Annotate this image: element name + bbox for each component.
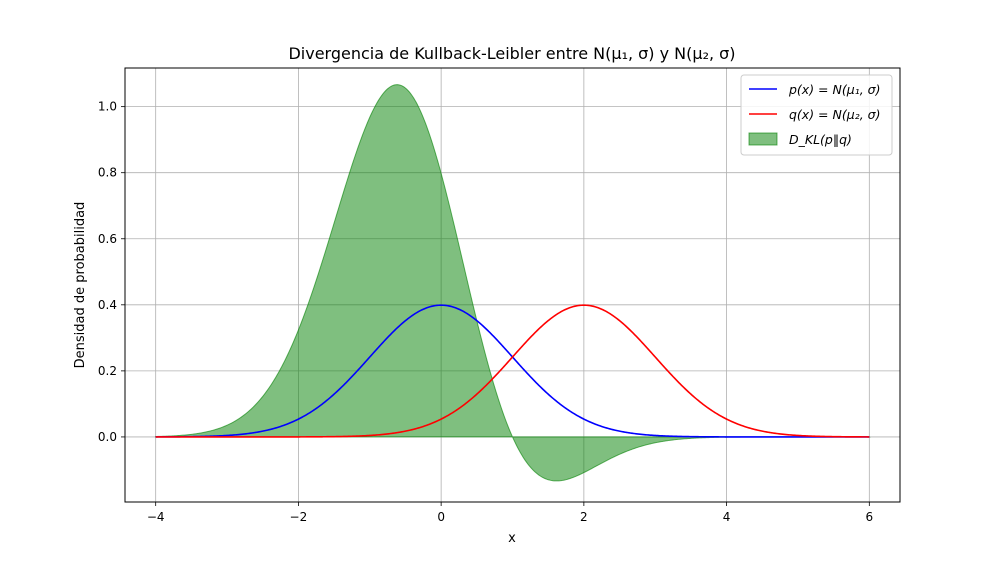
x-tick-label: −2	[290, 510, 308, 524]
legend-entry-label: p(x) = N(μ₁, σ)	[788, 82, 880, 97]
y-tick-label: 0.4	[98, 298, 117, 312]
series-layer	[155, 84, 871, 482]
legend-swatch-kl	[748, 132, 778, 146]
y-axis-label: Densidad de probabilidad	[73, 202, 88, 369]
x-tick-label: 2	[580, 510, 588, 524]
legend: p(x) = N(μ₁, σ) q(x) = N(μ₂, σ) D_KL(p‖q)	[740, 74, 893, 156]
chart-title: Divergencia de Kullback-Leibler entre N(…	[288, 44, 735, 63]
y-tick-label: 0.0	[98, 430, 117, 444]
plot-frame	[124, 67, 901, 503]
y-tick-label: 0.2	[98, 364, 117, 378]
y-tick-label: 0.8	[98, 166, 117, 180]
x-tick-label: 4	[723, 510, 731, 524]
legend-entry-label: q(x) = N(μ₂, σ)	[789, 107, 880, 122]
series-q-line	[155, 304, 870, 438]
x-axis-label: x	[508, 531, 516, 546]
legend-entry-label: D_KL(p‖q)	[789, 132, 852, 147]
x-tick-label: 0	[437, 510, 445, 524]
ticks: −4 −2 0 2 4 6 0.0 0.2 0.4 0.6 0.8 1.0	[98, 100, 873, 524]
legend-box	[740, 74, 893, 156]
y-tick-label: 1.0	[98, 100, 117, 114]
x-tick-label: −4	[147, 510, 165, 524]
x-tick-label: 6	[865, 510, 873, 524]
y-tick-label: 0.6	[98, 232, 117, 246]
